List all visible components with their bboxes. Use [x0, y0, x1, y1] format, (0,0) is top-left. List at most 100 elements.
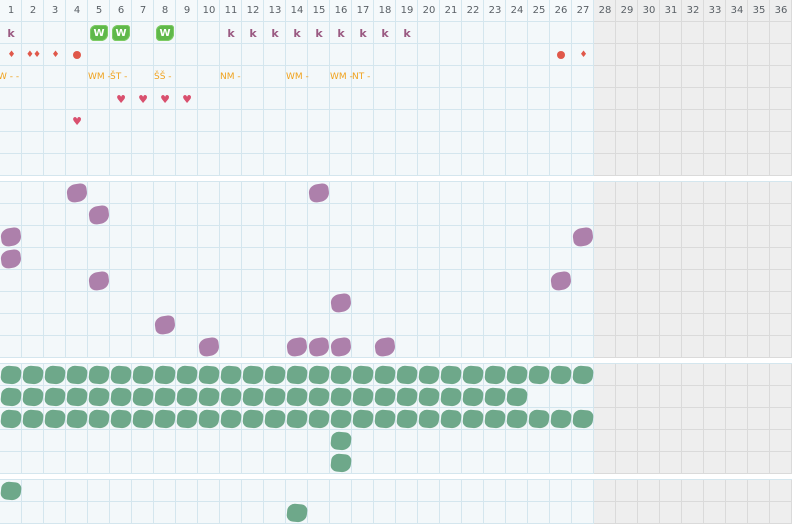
green-cell[interactable]: [374, 430, 396, 452]
green-cell[interactable]: [550, 452, 572, 474]
top-cell[interactable]: [616, 22, 638, 44]
purple-cell[interactable]: [550, 226, 572, 248]
top-cell[interactable]: [704, 110, 726, 132]
bottom-cell[interactable]: [132, 502, 154, 524]
top-cell[interactable]: [462, 44, 484, 66]
purple-cell[interactable]: [286, 292, 308, 314]
purple-cell[interactable]: [66, 248, 88, 270]
purple-cell[interactable]: [506, 314, 528, 336]
top-cell[interactable]: [726, 154, 748, 176]
top-cell[interactable]: [242, 22, 264, 44]
purple-cell[interactable]: [308, 270, 330, 292]
top-cell[interactable]: [484, 66, 506, 88]
green-cell[interactable]: [638, 364, 660, 386]
green-cell[interactable]: [726, 364, 748, 386]
top-cell[interactable]: [418, 88, 440, 110]
purple-cell[interactable]: [440, 270, 462, 292]
top-cell[interactable]: [770, 22, 792, 44]
top-cell[interactable]: [352, 132, 374, 154]
heart-icon[interactable]: ♥: [160, 92, 170, 106]
bottom-cell[interactable]: [396, 480, 418, 502]
top-cell[interactable]: [66, 66, 88, 88]
top-cell[interactable]: [352, 154, 374, 176]
purple-cell[interactable]: [770, 248, 792, 270]
purple-cell[interactable]: [572, 336, 594, 358]
purple-cell[interactable]: [748, 314, 770, 336]
purple-cell[interactable]: [726, 314, 748, 336]
purple-cell[interactable]: [484, 248, 506, 270]
purple-cell[interactable]: [660, 336, 682, 358]
purple-cell[interactable]: [0, 182, 22, 204]
purple-cell[interactable]: [748, 270, 770, 292]
top-cell[interactable]: [616, 66, 638, 88]
purple-cell[interactable]: [154, 248, 176, 270]
top-cell[interactable]: [0, 44, 22, 66]
top-cell[interactable]: [110, 66, 132, 88]
day-number-31[interactable]: 31: [664, 5, 678, 16]
top-cell[interactable]: [308, 132, 330, 154]
heart-icon[interactable]: ♥: [182, 92, 192, 106]
top-cell[interactable]: [704, 154, 726, 176]
top-cell[interactable]: [572, 154, 594, 176]
top-cell[interactable]: [44, 110, 66, 132]
purple-cell[interactable]: [660, 182, 682, 204]
top-cell[interactable]: [44, 22, 66, 44]
top-cell[interactable]: [308, 22, 330, 44]
green-cell[interactable]: [462, 430, 484, 452]
bottom-cell[interactable]: [132, 480, 154, 502]
top-cell[interactable]: [572, 132, 594, 154]
purple-cell[interactable]: [110, 182, 132, 204]
purple-cell[interactable]: [572, 270, 594, 292]
top-cell[interactable]: [286, 154, 308, 176]
top-cell[interactable]: [462, 22, 484, 44]
purple-cell[interactable]: [528, 248, 550, 270]
purple-cell[interactable]: [506, 204, 528, 226]
top-cell[interactable]: [682, 66, 704, 88]
top-cell[interactable]: [638, 44, 660, 66]
bottom-cell[interactable]: [110, 480, 132, 502]
bottom-cell[interactable]: [484, 480, 506, 502]
top-cell[interactable]: [220, 110, 242, 132]
purple-cell[interactable]: [462, 270, 484, 292]
purple-cell[interactable]: [726, 336, 748, 358]
top-cell[interactable]: [704, 66, 726, 88]
top-cell[interactable]: [22, 154, 44, 176]
purple-cell[interactable]: [264, 248, 286, 270]
top-cell[interactable]: [418, 66, 440, 88]
day-number-11[interactable]: 11: [224, 5, 238, 16]
day-number-16[interactable]: 16: [334, 5, 348, 16]
bottom-cell[interactable]: [264, 480, 286, 502]
top-cell[interactable]: [660, 110, 682, 132]
green-cell[interactable]: [638, 430, 660, 452]
top-cell[interactable]: [264, 154, 286, 176]
purple-cell[interactable]: [198, 226, 220, 248]
w-badge-icon[interactable]: W: [156, 25, 174, 41]
top-cell[interactable]: [22, 110, 44, 132]
top-cell[interactable]: [704, 44, 726, 66]
purple-cell[interactable]: [396, 314, 418, 336]
top-cell[interactable]: [770, 110, 792, 132]
k-marker[interactable]: k: [227, 26, 235, 40]
top-cell[interactable]: [286, 22, 308, 44]
event-tag[interactable]: W - -: [0, 72, 20, 82]
green-cell[interactable]: [770, 364, 792, 386]
purple-cell[interactable]: [726, 182, 748, 204]
green-cell[interactable]: [704, 430, 726, 452]
purple-cell[interactable]: [176, 292, 198, 314]
bottom-cell[interactable]: [638, 480, 660, 502]
top-cell[interactable]: [616, 132, 638, 154]
purple-cell[interactable]: [594, 292, 616, 314]
purple-cell[interactable]: [176, 248, 198, 270]
top-cell[interactable]: [572, 66, 594, 88]
green-cell[interactable]: [220, 452, 242, 474]
green-cell[interactable]: [638, 386, 660, 408]
bottom-cell[interactable]: [594, 502, 616, 524]
dot-icon-cell[interactable]: [66, 44, 88, 66]
top-cell[interactable]: [462, 154, 484, 176]
purple-cell[interactable]: [704, 248, 726, 270]
purple-cell[interactable]: [66, 292, 88, 314]
green-cell[interactable]: [594, 452, 616, 474]
top-cell[interactable]: [418, 154, 440, 176]
purple-cell[interactable]: [528, 292, 550, 314]
top-cell[interactable]: [330, 66, 352, 88]
